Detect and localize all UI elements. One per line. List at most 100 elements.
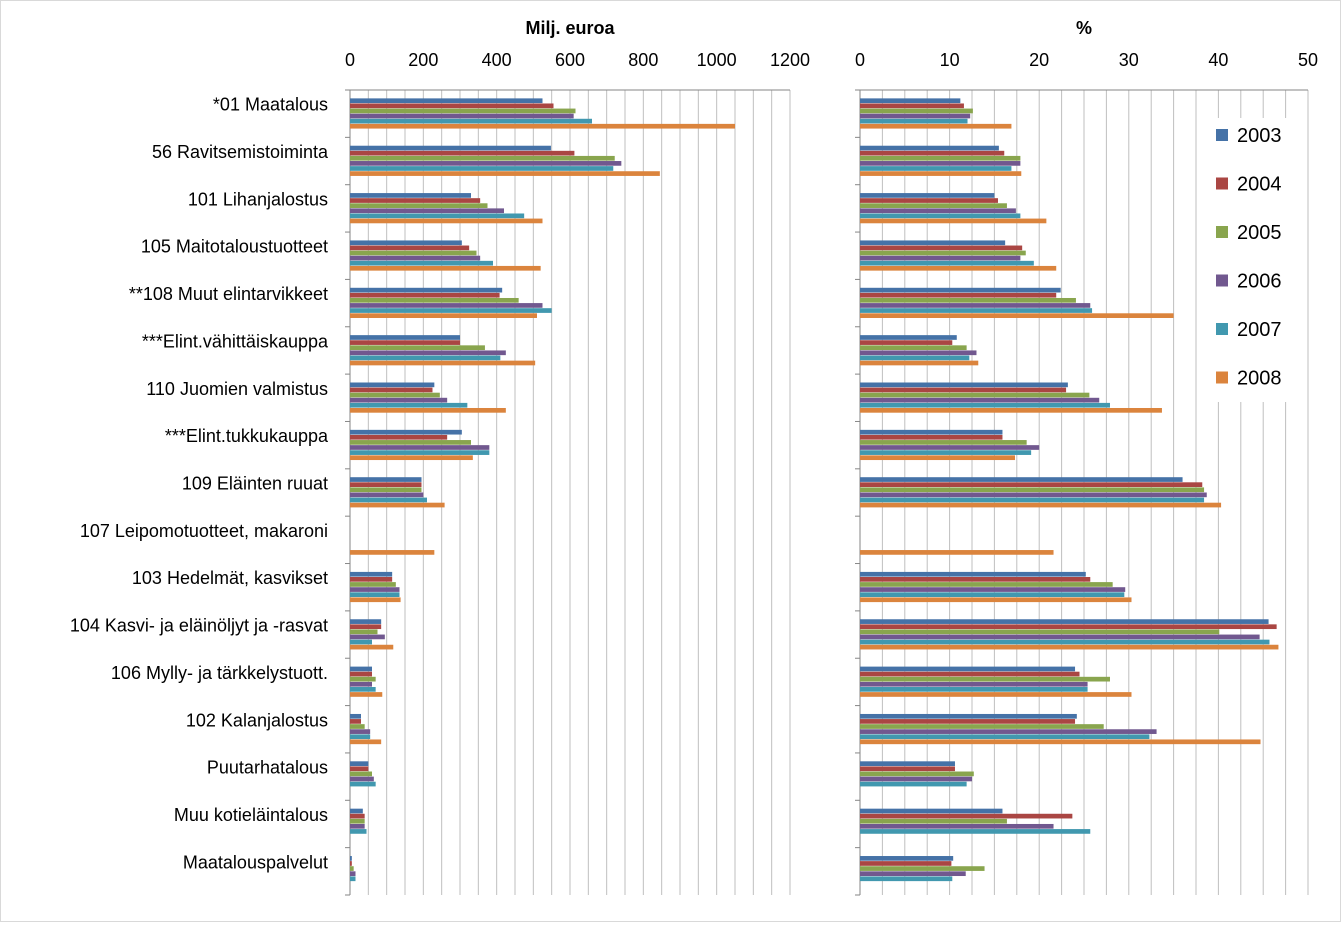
bar-2003-0 (350, 193, 471, 198)
bar-2006-1 (860, 587, 1126, 592)
bar-2008-0 (350, 692, 383, 697)
bar-2004-1 (860, 292, 1057, 298)
bar-2005-1 (860, 203, 1007, 208)
bar-2006-1 (860, 681, 1088, 687)
bar-2008-0 (350, 265, 541, 271)
bar-2005-1 (860, 155, 1021, 161)
bar-2006-1 (860, 776, 972, 782)
bar-2003-1 (860, 335, 957, 340)
bar-2004-1 (860, 387, 1067, 393)
bar-2005-0 (350, 345, 485, 351)
bar-2005-1 (860, 676, 1110, 682)
bar-2008-1 (860, 123, 1012, 129)
category-label: 101 Lihanjalostus (188, 189, 328, 209)
bar-2004-1 (860, 719, 1076, 724)
bar-2007-1 (860, 213, 1021, 219)
bar-2003-0 (350, 382, 435, 388)
bar-2006-0 (350, 871, 356, 877)
bar-2004-0 (350, 766, 369, 772)
bar-2006-0 (350, 445, 490, 450)
x-tick-label-0: 600 (555, 50, 585, 70)
x-tick-label-1: 30 (1119, 50, 1139, 70)
bar-2005-0 (350, 297, 519, 303)
bar-2006-0 (350, 587, 400, 592)
legend-swatch-2007 (1216, 323, 1228, 335)
bar-2008-1 (860, 692, 1132, 697)
category-label: Maatalouspalvelut (183, 852, 328, 872)
x-tick-label-0: 200 (408, 50, 438, 70)
bar-2007-0 (350, 876, 356, 882)
legend-swatch-2008 (1216, 371, 1228, 384)
bar-2004-0 (350, 340, 460, 345)
bar-2008-0 (350, 597, 401, 603)
bar-2007-1 (860, 355, 970, 361)
bar-2003-1 (860, 382, 1068, 388)
bar-2005-1 (860, 724, 1104, 729)
bar-2006-1 (860, 303, 1091, 308)
bar-2003-1 (860, 808, 1003, 814)
bar-2007-0 (350, 734, 371, 740)
bar-2003-1 (860, 429, 1003, 435)
bar-2006-0 (350, 161, 622, 166)
bar-2005-1 (860, 297, 1076, 303)
legend-label-2007: 2007 (1237, 319, 1282, 341)
category-label: **108 Muut elintarvikkeet (129, 284, 328, 304)
bar-2006-0 (350, 113, 574, 119)
category-label: 106 Mylly- ja tärkkelystuott. (111, 663, 328, 683)
bar-2004-0 (350, 719, 361, 724)
bar-2004-0 (350, 150, 575, 156)
bar-2003-1 (860, 619, 1269, 624)
bar-2008-0 (350, 455, 473, 461)
bar-2005-1 (860, 582, 1113, 587)
bar-2003-1 (860, 666, 1076, 672)
panel-title-1: % (1076, 18, 1092, 38)
bar-2006-1 (860, 208, 1016, 214)
category-label: *01 Maatalous (213, 95, 328, 115)
bar-2003-0 (350, 808, 363, 814)
bar-2004-0 (350, 387, 433, 393)
bar-2003-1 (860, 856, 954, 861)
legend-swatch-2003 (1216, 129, 1228, 141)
bar-2003-0 (350, 571, 393, 577)
category-label: 109 Eläinten ruuat (182, 474, 328, 494)
bar-2004-1 (860, 482, 1203, 487)
bar-2007-1 (860, 450, 1032, 455)
bar-2003-0 (350, 713, 361, 719)
bar-2008-1 (860, 739, 1261, 745)
bar-2008-0 (350, 218, 543, 224)
bar-2006-0 (350, 397, 448, 403)
bar-2005-0 (350, 771, 372, 777)
bar-2007-0 (350, 213, 525, 219)
bar-2007-0 (350, 497, 427, 503)
bar-2007-0 (350, 308, 552, 313)
bar-2007-0 (350, 829, 367, 834)
x-tick-label-0: 0 (345, 50, 355, 70)
bar-2005-0 (350, 250, 477, 256)
bar-2007-0 (350, 639, 372, 645)
bar-2007-1 (860, 687, 1088, 692)
bar-2004-1 (860, 340, 953, 345)
bar-2005-1 (860, 629, 1220, 635)
category-label: 107 Leipomotuotteet, makaroni (80, 521, 328, 541)
bar-2004-0 (350, 813, 365, 819)
category-label: Muu kotieläintalous (174, 805, 328, 825)
bar-2007-1 (860, 639, 1270, 645)
bar-2005-0 (350, 724, 365, 729)
bar-2007-0 (350, 118, 592, 124)
bar-2004-1 (860, 434, 1003, 440)
bar-2008-1 (860, 171, 1022, 176)
category-label: ***Elint.tukkukauppa (165, 426, 329, 446)
bar-2008-0 (350, 739, 382, 745)
bar-2004-1 (860, 245, 1023, 251)
x-tick-label-0: 1200 (770, 50, 810, 70)
bar-2003-0 (350, 335, 460, 340)
bar-2007-1 (860, 166, 1012, 171)
x-tick-label-1: 50 (1298, 50, 1318, 70)
bar-2005-1 (860, 771, 974, 777)
legend-swatch-2006 (1216, 274, 1228, 287)
bar-2008-1 (860, 502, 1222, 508)
category-label: 102 Kalanjalostus (186, 710, 328, 730)
bar-2007-0 (350, 781, 376, 787)
